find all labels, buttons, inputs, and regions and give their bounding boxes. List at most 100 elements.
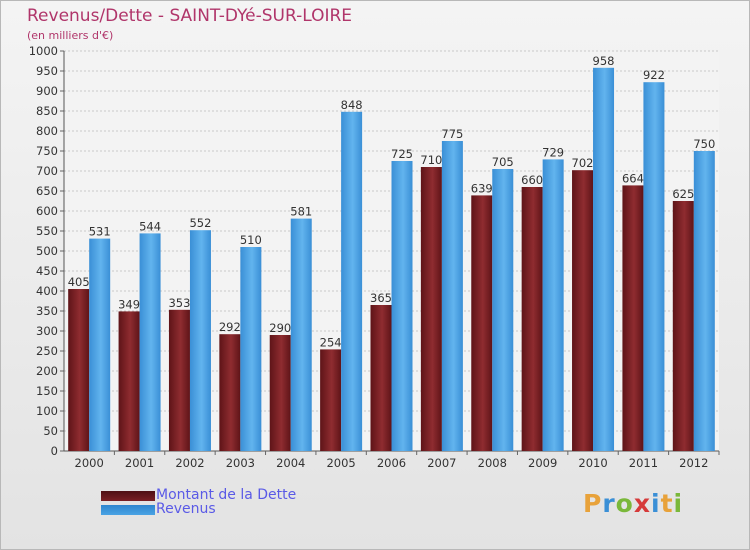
- logo-letter: t: [660, 489, 674, 518]
- data-label: 552: [189, 216, 211, 230]
- x-tick-label: 2004: [276, 456, 305, 470]
- bar-dette: [672, 201, 694, 451]
- data-label: 664: [622, 171, 644, 185]
- bar-revenus: [643, 82, 665, 451]
- bar-dette: [370, 305, 392, 451]
- y-tick-label: 700: [36, 164, 58, 178]
- legend-label-dette: Montant de la Dette: [156, 487, 297, 503]
- chart-title: Revenus/Dette - SAINT-DYé-SUR-LOIRE: [27, 6, 353, 26]
- data-label: 581: [290, 205, 312, 219]
- bar-chart: 0 50 100 150 200 250 300 350 400 450 500 550 600 650 7…: [29, 44, 720, 470]
- legend-label-revenus: Revenus: [156, 501, 216, 517]
- data-label: 710: [420, 153, 442, 167]
- y-tick-label: 400: [36, 284, 58, 298]
- bar-dette: [219, 334, 241, 451]
- bar-dette: [68, 289, 90, 451]
- logo-letter: o: [615, 489, 634, 518]
- y-tick-label: 150: [36, 384, 58, 398]
- x-tick-label: 2006: [377, 456, 406, 470]
- bar-dette: [168, 309, 190, 451]
- bar-revenus: [391, 161, 413, 451]
- x-tick-label: 2003: [226, 456, 255, 470]
- logo-letter: x: [633, 489, 651, 518]
- y-tick-label: 750: [36, 144, 58, 158]
- x-tick-label: 2005: [326, 456, 355, 470]
- data-label: 729: [542, 145, 564, 159]
- y-tick-label: 450: [36, 264, 58, 278]
- bar-revenus: [240, 247, 262, 451]
- data-label: 750: [693, 137, 715, 151]
- data-label: 349: [118, 297, 140, 311]
- bar-revenus: [441, 141, 463, 451]
- bar-dette: [118, 311, 140, 451]
- bar-revenus: [341, 111, 363, 452]
- y-tick-label: 100: [36, 404, 58, 418]
- chart-subtitle: (en milliers d'€): [27, 29, 114, 42]
- data-label: 292: [219, 320, 241, 334]
- bar-revenus: [139, 233, 161, 451]
- y-tick-label: 50: [43, 424, 58, 438]
- bar-revenus: [492, 169, 514, 451]
- y-tick-label: 900: [36, 84, 58, 98]
- y-tick-label: 300: [36, 324, 58, 338]
- data-label: 775: [441, 127, 463, 141]
- y-tick-label: 250: [36, 344, 58, 358]
- y-tick-label: 350: [36, 304, 58, 318]
- data-label: 702: [572, 156, 594, 170]
- bar-dette: [471, 195, 493, 451]
- data-label: 353: [168, 296, 190, 310]
- y-tick-label: 500: [36, 244, 58, 258]
- x-tick-label: 2010: [578, 456, 607, 470]
- x-tick-label: 2002: [175, 456, 204, 470]
- data-label: 290: [269, 321, 291, 335]
- data-label: 254: [320, 335, 342, 349]
- data-label: 958: [593, 54, 615, 68]
- data-label: 639: [471, 181, 493, 195]
- y-tick-label: 1000: [29, 44, 58, 58]
- bar-dette: [521, 187, 543, 451]
- x-tick-label: 2000: [75, 456, 104, 470]
- bar-revenus: [693, 151, 715, 451]
- y-tick-label: 550: [36, 224, 58, 238]
- bar-dette: [269, 335, 291, 451]
- y-tick-label: 650: [36, 184, 58, 198]
- data-label: 531: [89, 225, 111, 239]
- y-tick-label: 0: [51, 444, 58, 458]
- legend-swatch-dette: [101, 491, 155, 501]
- data-label: 922: [643, 68, 665, 82]
- bar-revenus: [89, 238, 111, 451]
- logo-letter: r: [602, 489, 616, 518]
- data-label: 544: [139, 219, 161, 233]
- bar-revenus: [593, 67, 615, 452]
- data-label: 660: [521, 173, 543, 187]
- x-tick-label: 2001: [125, 456, 154, 470]
- y-tick-label: 200: [36, 364, 58, 378]
- bar-dette: [622, 185, 644, 451]
- data-label: 625: [672, 187, 694, 201]
- data-label: 405: [68, 275, 90, 289]
- logo-letter: i: [651, 489, 661, 518]
- y-tick-label: 800: [36, 124, 58, 138]
- y-tick-label: 850: [36, 104, 58, 118]
- data-label: 848: [341, 98, 363, 112]
- data-label: 705: [492, 155, 514, 169]
- x-tick-label: 2007: [427, 456, 456, 470]
- legend-swatch-revenus: [101, 505, 155, 515]
- bar-dette: [572, 170, 594, 451]
- bar-revenus: [290, 218, 312, 451]
- y-tick-label: 600: [36, 204, 58, 218]
- bar-revenus: [189, 230, 211, 451]
- x-tick-label: 2011: [629, 456, 658, 470]
- data-label: 510: [240, 233, 262, 247]
- proxiti-logo: Proxiti: [583, 489, 683, 518]
- bar-dette: [420, 167, 442, 451]
- x-tick-label: 2012: [679, 456, 708, 470]
- logo-letter: P: [583, 489, 603, 518]
- data-label: 365: [370, 291, 392, 305]
- bar-revenus: [542, 159, 564, 451]
- y-tick-label: 950: [36, 64, 58, 78]
- x-tick-label: 2008: [478, 456, 507, 470]
- logo-letter: i: [673, 489, 684, 518]
- bar-dette: [320, 349, 342, 451]
